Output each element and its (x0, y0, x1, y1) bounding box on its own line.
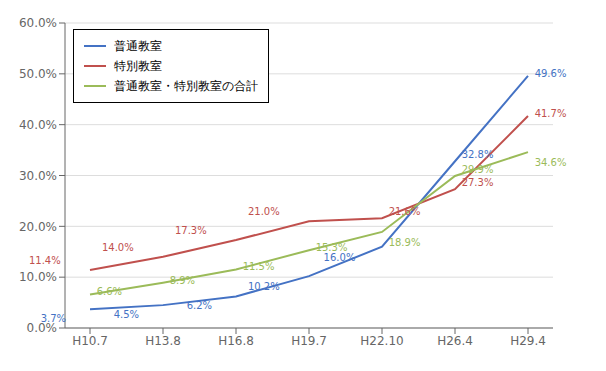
svg-text:4.5%: 4.5% (114, 309, 139, 320)
svg-text:21.0%: 21.0% (248, 206, 280, 217)
svg-text:29.9%: 29.9% (462, 164, 494, 175)
svg-text:14.0%: 14.0% (102, 242, 134, 253)
svg-text:3.7%: 3.7% (41, 313, 66, 324)
svg-text:15.3%: 15.3% (316, 242, 348, 253)
svg-text:32.8%: 32.8% (462, 149, 494, 160)
svg-text:10.0%: 10.0% (19, 270, 57, 284)
html-text:普通教室: 普通教室 (114, 39, 162, 53)
svg-text:H22.10: H22.10 (360, 334, 403, 348)
svg-text:16.0%: 16.0% (324, 252, 356, 263)
svg-text:H29.4: H29.4 (510, 334, 546, 348)
svg-text:49.6%: 49.6% (535, 68, 567, 79)
svg-text:41.7%: 41.7% (535, 108, 567, 119)
svg-text:50.0%: 50.0% (19, 67, 57, 81)
svg-text:27.3%: 27.3% (462, 177, 494, 188)
svg-text:6.2%: 6.2% (187, 300, 212, 311)
html-text:特別教室: 特別教室 (114, 59, 162, 73)
svg-text:H19.7: H19.7 (291, 334, 327, 348)
svg-text:30.0%: 30.0% (19, 169, 57, 183)
svg-text:11.5%: 11.5% (243, 261, 275, 272)
svg-text:8.9%: 8.9% (170, 275, 195, 286)
svg-text:6.6%: 6.6% (97, 286, 122, 297)
svg-text:10.2%: 10.2% (248, 281, 280, 292)
svg-text:H16.8: H16.8 (218, 334, 254, 348)
svg-text:40.0%: 40.0% (19, 118, 57, 132)
svg-text:17.3%: 17.3% (175, 225, 207, 236)
svg-text:34.6%: 34.6% (535, 157, 567, 168)
svg-text:0.0%: 0.0% (26, 321, 57, 336)
svg-text:21.6%: 21.6% (389, 206, 421, 217)
svg-text:11.4%: 11.4% (29, 255, 61, 266)
svg-text:H13.8: H13.8 (145, 334, 181, 348)
svg-text:H26.4: H26.4 (437, 334, 473, 348)
svg-text:60.0%: 60.0% (19, 16, 57, 30)
html-text:普通教室・特別教室の合計: 普通教室・特別教室の合計 (114, 79, 258, 93)
svg-text:H10.7: H10.7 (72, 334, 108, 348)
svg-text:18.9%: 18.9% (389, 237, 421, 248)
svg-text:20.0%: 20.0% (19, 220, 57, 234)
